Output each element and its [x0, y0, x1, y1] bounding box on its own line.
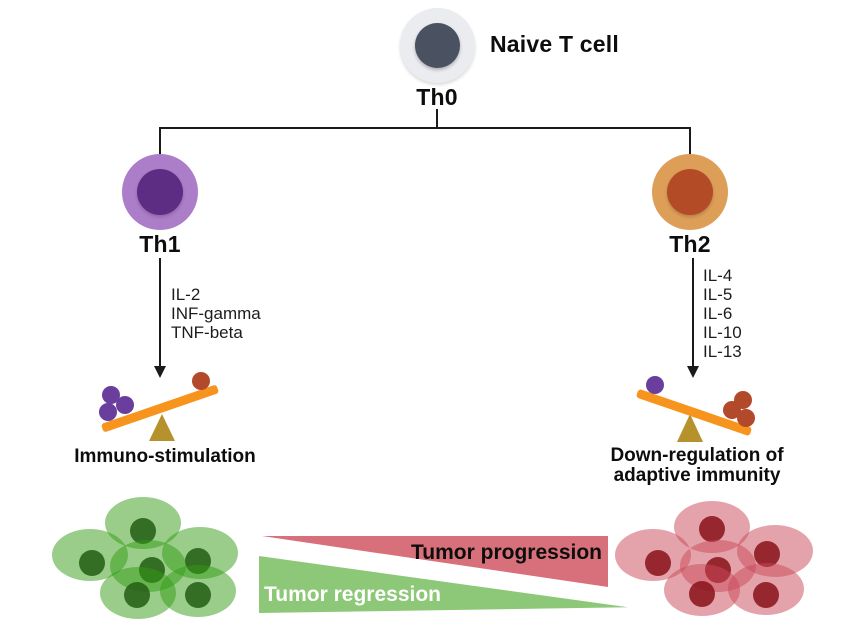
th2-arrow-head-icon [687, 366, 699, 378]
immuno-stimulation-label: Immuno-stimulation [74, 446, 256, 467]
th2-cytokine-list: IL-4 IL-5 IL-6 IL-10 IL-13 [703, 266, 742, 361]
downregulation-line2: adaptive immunity [613, 465, 781, 486]
tumor-cell [160, 565, 236, 617]
cell-nucleus [754, 541, 780, 567]
red-dot-icon [192, 372, 210, 390]
cell-nucleus [699, 516, 725, 542]
th1-arrow-line [159, 258, 161, 366]
cytokine-item: IL-10 [703, 323, 742, 342]
cytokine-item: IL-4 [703, 266, 733, 285]
naive-t-cell-nucleus [415, 23, 460, 68]
cell-nucleus [79, 550, 105, 576]
purple-dot-icon [102, 386, 120, 404]
th2-arrow-line [692, 258, 694, 366]
balance-fulcrum-icon [149, 414, 175, 441]
cytokine-item: IL-5 [703, 285, 733, 304]
th1-cell-nucleus [137, 169, 183, 215]
tumor-regression-label: Tumor regression [264, 583, 441, 606]
tumor-cell [100, 567, 176, 619]
tumor-progression-label: Tumor progression [411, 541, 602, 564]
cytokine-item: TNF-beta [171, 323, 243, 342]
tumor-cell [728, 563, 804, 615]
downregulation-line1: Down-regulation of [610, 445, 784, 466]
cell-nucleus [185, 582, 211, 608]
th0-label: Th0 [416, 84, 458, 110]
naive-t-cell-label: Naive T cell [490, 31, 619, 57]
red-dot-icon [737, 409, 755, 427]
cell-nucleus [130, 518, 156, 544]
cell-nucleus [124, 582, 150, 608]
cytokine-item: IL-2 [171, 285, 201, 304]
cytokine-item: INF-gamma [171, 304, 261, 323]
cytokine-item: IL-13 [703, 342, 742, 361]
tumor-cell [664, 564, 740, 616]
th1-label: Th1 [139, 231, 181, 257]
cell-nucleus [689, 581, 715, 607]
th1-drop-line [159, 127, 161, 155]
cell-nucleus [645, 550, 671, 576]
red-dot-icon [734, 391, 752, 409]
cytokine-item: IL-6 [703, 304, 733, 323]
branch-line [159, 127, 691, 129]
th2-drop-line [689, 127, 691, 155]
purple-dot-icon [646, 376, 664, 394]
purple-dot-icon [116, 396, 134, 414]
downregulation-label: Down-regulation of adaptive immunity [587, 446, 807, 486]
th2-cell-nucleus [667, 169, 713, 215]
th2-label: Th2 [669, 231, 711, 257]
purple-dot-icon [99, 403, 117, 421]
cell-nucleus [753, 582, 779, 608]
th0-stem-line [436, 109, 438, 128]
th1-arrow-head-icon [154, 366, 166, 378]
th1-cytokine-list: IL-2 INF-gamma TNF-beta [171, 285, 261, 342]
